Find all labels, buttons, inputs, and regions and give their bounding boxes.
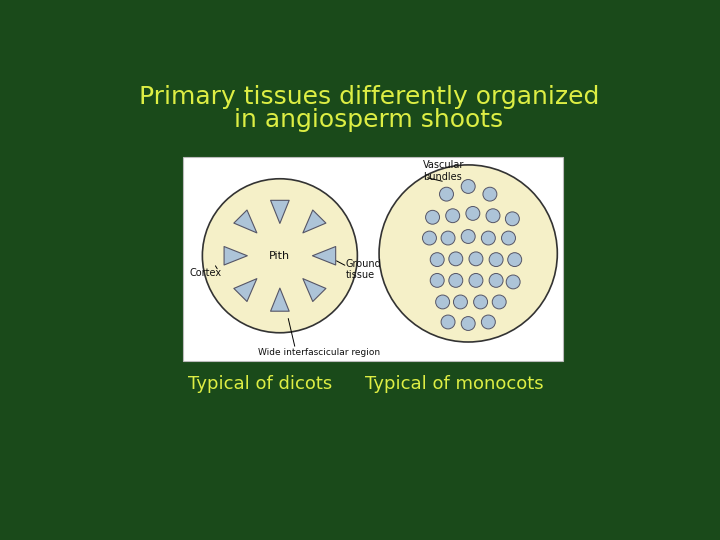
Circle shape bbox=[492, 295, 506, 309]
Text: Ground
tissue: Ground tissue bbox=[346, 259, 382, 280]
Circle shape bbox=[483, 187, 497, 201]
Circle shape bbox=[436, 295, 449, 309]
Polygon shape bbox=[234, 279, 257, 301]
Circle shape bbox=[431, 273, 444, 287]
Circle shape bbox=[423, 231, 436, 245]
Polygon shape bbox=[312, 247, 336, 265]
Polygon shape bbox=[271, 200, 289, 224]
Circle shape bbox=[486, 209, 500, 222]
Text: Wide interfascicular region: Wide interfascicular region bbox=[258, 348, 379, 356]
Circle shape bbox=[469, 252, 483, 266]
Circle shape bbox=[462, 179, 475, 193]
Circle shape bbox=[454, 295, 467, 309]
Circle shape bbox=[379, 165, 557, 342]
Circle shape bbox=[466, 206, 480, 220]
Polygon shape bbox=[271, 288, 289, 311]
Circle shape bbox=[489, 253, 503, 267]
Circle shape bbox=[202, 179, 357, 333]
Circle shape bbox=[426, 210, 439, 224]
Circle shape bbox=[462, 316, 475, 330]
Circle shape bbox=[502, 231, 516, 245]
Text: Typical of monocots: Typical of monocots bbox=[365, 375, 544, 393]
Circle shape bbox=[506, 275, 520, 289]
Circle shape bbox=[505, 212, 519, 226]
Text: Cortex: Cortex bbox=[189, 268, 221, 278]
Circle shape bbox=[482, 231, 495, 245]
Circle shape bbox=[474, 295, 487, 309]
Circle shape bbox=[449, 252, 463, 266]
Polygon shape bbox=[224, 247, 248, 265]
Circle shape bbox=[489, 273, 503, 287]
Bar bbox=[183, 157, 563, 361]
Text: Pith: Pith bbox=[269, 251, 290, 261]
Polygon shape bbox=[234, 210, 257, 233]
Text: Vascular
bundles: Vascular bundles bbox=[423, 160, 464, 182]
Polygon shape bbox=[303, 210, 326, 233]
Circle shape bbox=[441, 231, 455, 245]
Polygon shape bbox=[303, 279, 326, 301]
Circle shape bbox=[441, 315, 455, 329]
Text: Primary tissues differently organized: Primary tissues differently organized bbox=[139, 85, 599, 109]
Circle shape bbox=[508, 253, 522, 267]
Circle shape bbox=[449, 273, 463, 287]
Text: Typical of dicots: Typical of dicots bbox=[189, 375, 333, 393]
Circle shape bbox=[431, 253, 444, 267]
Circle shape bbox=[469, 273, 483, 287]
Circle shape bbox=[462, 230, 475, 244]
Circle shape bbox=[439, 187, 454, 201]
Circle shape bbox=[482, 315, 495, 329]
Circle shape bbox=[446, 209, 459, 222]
Text: in angiosperm shoots: in angiosperm shoots bbox=[235, 108, 503, 132]
